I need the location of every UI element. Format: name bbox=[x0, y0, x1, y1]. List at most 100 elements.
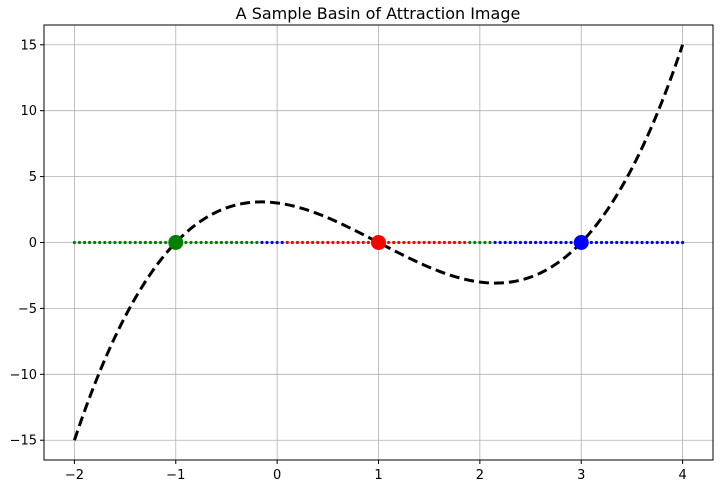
basin-point bbox=[285, 240, 289, 245]
basin-point bbox=[610, 240, 614, 245]
basin-point bbox=[93, 240, 97, 245]
basin-point bbox=[650, 240, 654, 245]
basin-point bbox=[280, 240, 284, 245]
basin-point bbox=[138, 240, 142, 245]
basin-point bbox=[275, 240, 279, 245]
basin-point bbox=[534, 240, 538, 245]
basin-point bbox=[503, 240, 507, 245]
basin-point bbox=[468, 240, 472, 245]
basin-point bbox=[88, 240, 92, 245]
x-tick-label: 4 bbox=[678, 468, 686, 483]
basin-point bbox=[82, 240, 87, 245]
basin-point bbox=[523, 240, 528, 245]
x-tick-label: 3 bbox=[577, 468, 585, 483]
basin-point bbox=[260, 240, 264, 245]
basin-point bbox=[300, 240, 305, 245]
root-marker bbox=[573, 235, 589, 250]
basin-point bbox=[204, 240, 208, 245]
basin-point bbox=[229, 240, 234, 245]
basin-point bbox=[675, 240, 680, 245]
basin-point bbox=[214, 240, 218, 245]
basin-point bbox=[594, 240, 599, 245]
basin-point bbox=[153, 240, 158, 245]
basin-point bbox=[361, 240, 365, 245]
basin-point bbox=[407, 240, 411, 245]
basin-point bbox=[422, 240, 426, 245]
basin-point bbox=[645, 240, 649, 245]
basin-point bbox=[224, 240, 229, 245]
y-tick-label: 15 bbox=[20, 38, 37, 53]
basin-point bbox=[488, 240, 492, 245]
basin-point bbox=[513, 240, 517, 245]
basin-point bbox=[544, 240, 548, 245]
basin-point bbox=[346, 240, 350, 245]
basin-point bbox=[113, 240, 117, 245]
basin-point bbox=[72, 240, 77, 245]
basin-point bbox=[305, 240, 310, 245]
basin-point bbox=[635, 240, 639, 245]
root-marker bbox=[371, 235, 386, 250]
basin-point bbox=[559, 240, 563, 245]
basin-point bbox=[549, 240, 553, 245]
basin-point bbox=[240, 240, 244, 245]
basin-point bbox=[199, 240, 203, 245]
basin-point bbox=[604, 240, 609, 245]
basin-point bbox=[331, 240, 335, 245]
basin-point bbox=[143, 240, 147, 245]
basin-point bbox=[265, 240, 269, 245]
y-tick-label: −15 bbox=[10, 434, 37, 449]
basin-point bbox=[356, 240, 360, 245]
basin-point bbox=[351, 240, 355, 245]
basin-point bbox=[194, 240, 198, 245]
basin-point bbox=[311, 240, 315, 245]
basin-point bbox=[295, 240, 300, 245]
basin-point bbox=[103, 240, 107, 245]
basin-point bbox=[498, 240, 502, 245]
basin-point bbox=[245, 240, 249, 245]
basin-point bbox=[508, 240, 512, 245]
basin-point bbox=[473, 240, 477, 245]
basin-point bbox=[392, 240, 396, 245]
basin-point bbox=[442, 240, 446, 245]
basin-point bbox=[402, 240, 406, 245]
basin-point bbox=[447, 240, 452, 245]
basin-point bbox=[680, 240, 685, 245]
basin-point bbox=[234, 240, 239, 245]
basin-point bbox=[665, 240, 669, 245]
basin-point bbox=[326, 240, 330, 245]
basin-point bbox=[655, 240, 659, 245]
basin-point bbox=[564, 240, 568, 245]
basin-point bbox=[640, 240, 644, 245]
basin-point bbox=[427, 240, 431, 245]
basin-point bbox=[615, 240, 619, 245]
basin-point bbox=[255, 240, 259, 245]
basin-point bbox=[417, 240, 421, 245]
x-tick-label: 1 bbox=[374, 468, 382, 483]
basin-point bbox=[397, 240, 401, 245]
basin-point bbox=[670, 240, 675, 245]
basin-point bbox=[158, 240, 163, 245]
roots-layer bbox=[168, 235, 589, 250]
x-tick-label: 0 bbox=[273, 468, 281, 483]
basin-point bbox=[98, 240, 102, 245]
basin-points-layer bbox=[72, 240, 685, 245]
basin-point bbox=[625, 240, 629, 245]
basin-point bbox=[189, 240, 193, 245]
basin-point bbox=[290, 240, 294, 245]
basin-point bbox=[108, 240, 112, 245]
basin-point bbox=[270, 240, 274, 245]
basin-point bbox=[128, 240, 132, 245]
basin-point bbox=[630, 240, 634, 245]
chart-title: A Sample Basin of Attraction Image bbox=[236, 4, 521, 23]
basin-point bbox=[660, 240, 664, 245]
basin-point bbox=[184, 240, 188, 245]
root-marker bbox=[168, 235, 184, 250]
basin-point bbox=[463, 240, 467, 245]
y-tick-label: −5 bbox=[18, 302, 37, 317]
basin-point bbox=[148, 240, 153, 245]
basin-point bbox=[620, 240, 624, 245]
basin-point bbox=[569, 240, 573, 245]
basin-point bbox=[518, 240, 523, 245]
